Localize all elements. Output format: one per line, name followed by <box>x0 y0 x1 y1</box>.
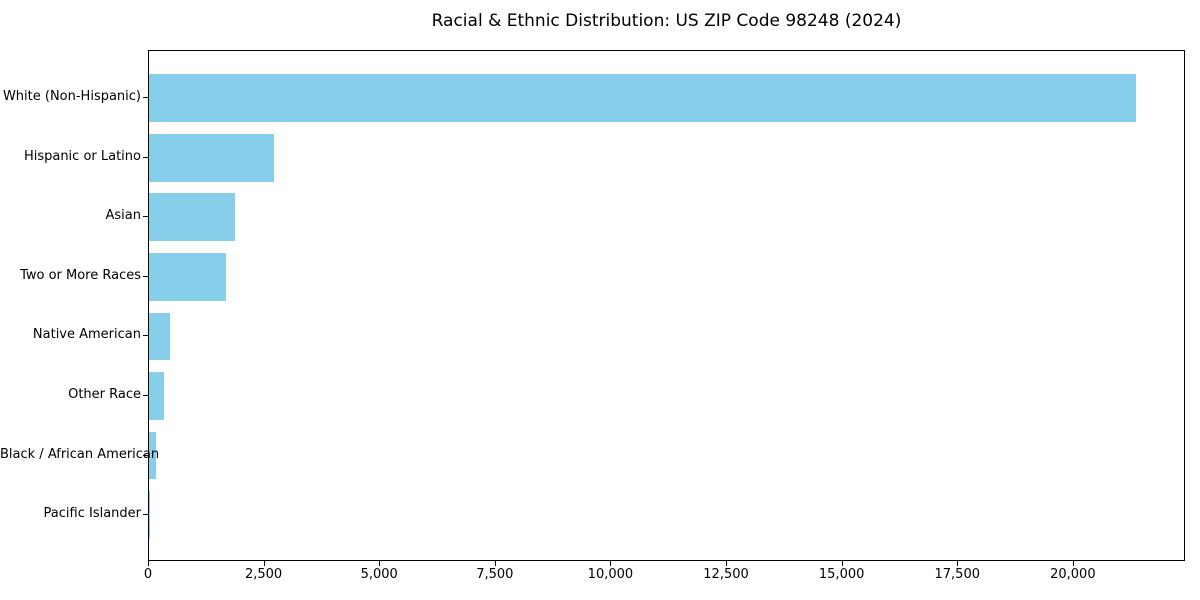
y-tick-mark <box>143 514 148 516</box>
x-tick-mark <box>726 561 728 566</box>
y-tick-mark <box>143 454 148 456</box>
x-tick-mark <box>148 561 149 566</box>
chart-title: Racial & Ethnic Distribution: US ZIP Cod… <box>431 11 902 31</box>
y-tick-label-hispanic-or-latino: Hispanic or Latino <box>23 148 141 164</box>
x-tick-label: 15,000 <box>818 567 865 582</box>
x-tick-label: 12,500 <box>703 567 749 582</box>
y-tick-label-two-or-more-races: Two or More Races <box>20 267 141 283</box>
x-tick-mark <box>263 561 265 566</box>
y-tick-mark <box>143 275 148 277</box>
bar-hispanic-or-latino <box>149 133 275 182</box>
x-tick-label: 5,000 <box>360 567 398 582</box>
y-tick-label-native-american: Native American <box>32 327 141 343</box>
x-tick-mark <box>1072 561 1074 566</box>
y-tick-mark <box>143 335 148 337</box>
bar-native-american <box>149 312 170 361</box>
bar-white-non-hispanic <box>149 74 1137 123</box>
bar-black-african-american <box>149 431 156 480</box>
y-tick-label-pacific-islander: Pacific Islander <box>43 506 141 522</box>
x-tick-mark <box>610 561 612 566</box>
y-tick-mark <box>143 97 148 99</box>
x-tick-label: 7,500 <box>476 567 514 582</box>
bar-pacific-islander <box>149 491 150 539</box>
x-tick-mark <box>379 561 381 566</box>
y-tick-mark <box>143 395 148 396</box>
y-tick-mark <box>143 216 148 218</box>
y-tick-label-other-race: Other Race <box>68 387 141 402</box>
x-tick-label: 10,000 <box>587 567 634 582</box>
y-tick-mark <box>143 156 148 158</box>
bar-two-or-more-races <box>149 253 226 301</box>
plot-area <box>148 50 1185 561</box>
x-tick-mark <box>957 561 959 566</box>
x-tick-label: 0 <box>143 567 153 582</box>
bar-asian <box>149 193 236 242</box>
x-tick-mark <box>841 561 843 566</box>
bar-other-race <box>149 372 164 420</box>
x-tick-mark <box>494 561 496 566</box>
y-tick-label-white-non-hispanic: White (Non-Hispanic) <box>2 89 141 105</box>
y-tick-label-asian: Asian <box>105 208 141 224</box>
y-tick-label-black-african-american: Black / African American <box>0 446 160 462</box>
x-tick-label: 20,000 <box>1050 567 1096 582</box>
x-tick-label: 17,500 <box>934 567 981 582</box>
x-tick-label: 2,500 <box>244 567 283 582</box>
